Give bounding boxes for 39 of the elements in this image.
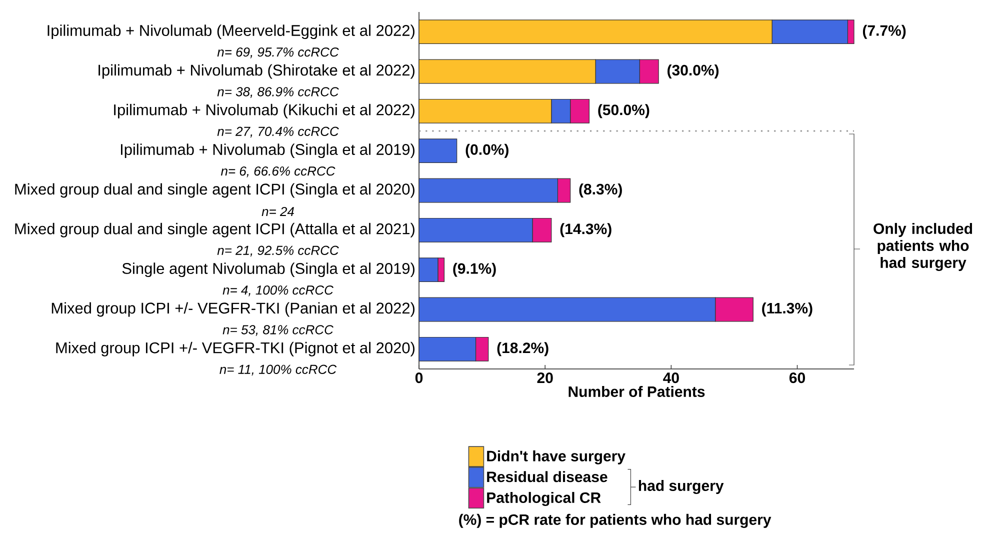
text: n= 27, 70.4% ccRCC — [217, 126, 339, 138]
text: n= 38, 86.9% ccRCC — [217, 87, 339, 98]
x-axis-title: Number of Patients — [568, 386, 705, 397]
text: n= 11, 100% ccRCC — [220, 364, 337, 376]
y-tick-label: Ipilimumab + Nivolumab (Singla et al 2019) — [120, 144, 414, 158]
annotation: (8.3%) — [579, 183, 622, 198]
text: (%) = pCR rate for patients who had surgery — [459, 514, 772, 528]
annotation: (0.0%) — [466, 144, 508, 158]
legend-label: Pathological CR — [487, 492, 601, 506]
text: n= 24 — [262, 206, 294, 216]
text: n= 53, 81% ccRCC — [222, 325, 334, 336]
annotation: (50.0%) — [598, 104, 650, 118]
y-tick-label: Single agent Nivolumab (Singla et al 2019) — [122, 262, 414, 278]
x-tick-label: 40 — [663, 372, 679, 384]
x-tick-label: 20 — [537, 372, 553, 384]
y-tick-label: Ipilimumab + Nivolumab (Meerveld-Eggink et al 2022) — [48, 24, 414, 40]
text: n= 69, 95.7% ccRCC — [217, 47, 339, 58]
y-tick-label: Mixed group dual and single agent ICPI (Attalla et al 2021) — [15, 222, 414, 238]
text: Only included patients who had surgery — [874, 222, 972, 272]
x-tick-label: 60 — [789, 372, 805, 384]
x-tick-label: 0 — [415, 372, 423, 384]
y-tick-label: Mixed group ICPI +/- VEGFR-TKI (Panian et al 2022) — [52, 302, 414, 317]
text: n= 21, 92.5% ccRCC — [217, 246, 339, 257]
text: n= 4, 100% ccRCC — [222, 285, 334, 296]
y-tick-label: Mixed group dual and single agent ICPI (Singla et al 2020) — [15, 183, 414, 198]
text: had surgery — [638, 480, 724, 494]
annotation: (30.0%) — [668, 64, 719, 78]
annotation: (11.3%) — [762, 302, 812, 316]
legend-label: Residual disease — [487, 471, 608, 482]
y-tick-label: Mixed group ICPI +/- VEGFR-TKI (Pignot et al 2020) — [56, 342, 414, 356]
annotation: (9.1%) — [453, 262, 496, 277]
annotation: (14.3%) — [560, 223, 612, 238]
bar — [418, 138, 458, 164]
y-tick-label: Ipilimumab + Nivolumab (Shirotake et al 2022) — [98, 64, 414, 79]
legend-label: Didn't have surgery — [487, 450, 626, 464]
annotation: (18.2%) — [497, 342, 548, 356]
annotation: (7.7%) — [862, 24, 906, 39]
y-tick-label: Ipilimumab + Nivolumab (Kikuchi et al 2022) — [114, 104, 414, 118]
text: n= 6, 66.6% ccRCC — [220, 166, 336, 178]
